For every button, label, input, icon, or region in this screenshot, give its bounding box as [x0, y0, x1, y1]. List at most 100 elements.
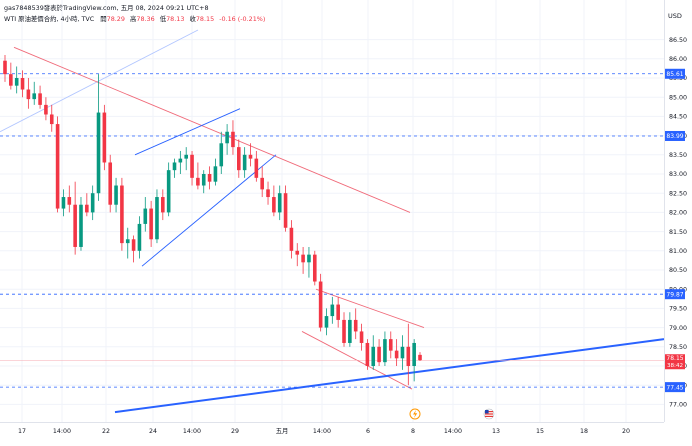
candle[interactable]	[184, 147, 188, 171]
candle[interactable]	[283, 185, 288, 232]
bar-countdown-label: 38:42	[667, 363, 683, 369]
falling-wedge-top[interactable]	[315, 288, 425, 329]
candle-series[interactable]	[3, 54, 422, 386]
candle[interactable]	[330, 296, 335, 324]
candle[interactable]	[318, 273, 323, 332]
candle[interactable]	[277, 185, 282, 221]
candle[interactable]	[406, 323, 411, 386]
symbol-legend[interactable]: WTI 原油差價合約, 4小時, TVC 開78.29 高78.36 低78.1…	[4, 14, 265, 23]
candle[interactable]	[79, 197, 83, 251]
candle[interactable]	[400, 335, 405, 370]
candle[interactable]	[359, 323, 364, 351]
candle[interactable]	[201, 170, 206, 194]
candle[interactable]	[172, 158, 177, 178]
current-price-tag[interactable]	[665, 354, 685, 370]
candle[interactable]	[161, 189, 165, 221]
candle[interactable]	[342, 312, 346, 347]
candle[interactable]	[231, 120, 235, 155]
candle[interactable]	[242, 147, 247, 178]
price-axis[interactable]: 86.5086.0085.5085.0084.5084.0083.5083.00…	[665, 37, 687, 409]
channel-red-line[interactable]	[13, 46, 411, 213]
candle[interactable]	[312, 250, 317, 286]
candle[interactable]	[207, 166, 212, 190]
price-levels[interactable]	[0, 73, 664, 388]
candle[interactable]	[272, 185, 276, 217]
candle[interactable]	[196, 162, 200, 190]
candle[interactable]	[90, 185, 95, 221]
price-level-tag[interactable]	[665, 382, 685, 393]
candle[interactable]	[44, 97, 48, 121]
price-tick-label: 81.00	[669, 248, 687, 255]
candle[interactable]	[254, 150, 259, 182]
candle-body	[79, 204, 83, 247]
candle[interactable]	[289, 220, 294, 259]
candle[interactable]	[143, 197, 148, 232]
candle[interactable]	[85, 193, 89, 217]
candle[interactable]	[102, 104, 107, 171]
candle[interactable]	[418, 352, 422, 362]
support-trend-line[interactable]	[114, 338, 665, 414]
candle[interactable]	[9, 62, 13, 90]
candle[interactable]	[225, 124, 229, 155]
candle[interactable]	[38, 85, 42, 109]
candle[interactable]	[61, 189, 66, 217]
candle[interactable]	[213, 158, 218, 186]
candle[interactable]	[190, 150, 194, 186]
candle[interactable]	[394, 339, 399, 366]
candle[interactable]	[365, 339, 370, 370]
candle[interactable]	[114, 177, 118, 213]
candle[interactable]	[371, 335, 376, 370]
candle-body	[388, 339, 393, 351]
candle[interactable]	[377, 339, 381, 366]
candle[interactable]	[166, 162, 171, 217]
candle[interactable]	[26, 78, 31, 109]
candle[interactable]	[336, 296, 340, 328]
candle[interactable]	[67, 185, 72, 213]
candle[interactable]	[3, 54, 7, 82]
candle[interactable]	[324, 308, 329, 336]
candle[interactable]	[96, 74, 101, 201]
candle-body	[38, 93, 42, 105]
price-level-tag[interactable]	[665, 68, 685, 79]
candle[interactable]	[131, 235, 136, 263]
candle[interactable]	[383, 331, 387, 366]
rising-channel-bottom[interactable]	[141, 154, 277, 267]
candle[interactable]	[301, 246, 305, 274]
candle[interactable]	[108, 154, 113, 213]
current-price-label: 78.15	[666, 355, 683, 362]
candle[interactable]	[388, 331, 393, 359]
candle[interactable]	[260, 166, 264, 198]
drawings-layer[interactable]	[0, 29, 665, 414]
candle[interactable]	[14, 66, 19, 94]
candle[interactable]	[348, 312, 352, 347]
candle[interactable]	[120, 177, 124, 251]
candle[interactable]	[149, 200, 153, 247]
candle-body	[348, 319, 352, 343]
candle[interactable]	[266, 181, 270, 205]
candle[interactable]	[178, 150, 183, 174]
candle[interactable]	[32, 81, 37, 105]
candle[interactable]	[219, 131, 224, 174]
us-flag-event-icon[interactable]	[483, 408, 495, 420]
candle[interactable]	[125, 227, 130, 259]
candle[interactable]	[55, 116, 60, 213]
candle[interactable]	[307, 246, 311, 278]
candle[interactable]	[20, 70, 25, 98]
candle[interactable]	[155, 189, 159, 244]
price-level-tag[interactable]	[665, 130, 685, 141]
price-level-tag[interactable]	[665, 289, 685, 300]
candle[interactable]	[353, 308, 358, 340]
candle[interactable]	[412, 339, 416, 382]
earnings-event-icon[interactable]	[409, 408, 421, 420]
candle[interactable]	[73, 181, 77, 255]
candle[interactable]	[248, 143, 253, 167]
candle[interactable]	[49, 104, 54, 132]
trend-line-upper-blue[interactable]	[0, 29, 199, 133]
time-axis[interactable]: 17 14:00 22 24 14:00 29 五月 14:00 6 8 14:00 13 15 18 20	[18, 427, 630, 435]
rising-channel-top[interactable]	[134, 108, 241, 156]
candle[interactable]	[295, 243, 300, 267]
plot-area[interactable]	[0, 0, 664, 422]
candle[interactable]	[237, 139, 241, 178]
candle[interactable]	[137, 216, 142, 259]
